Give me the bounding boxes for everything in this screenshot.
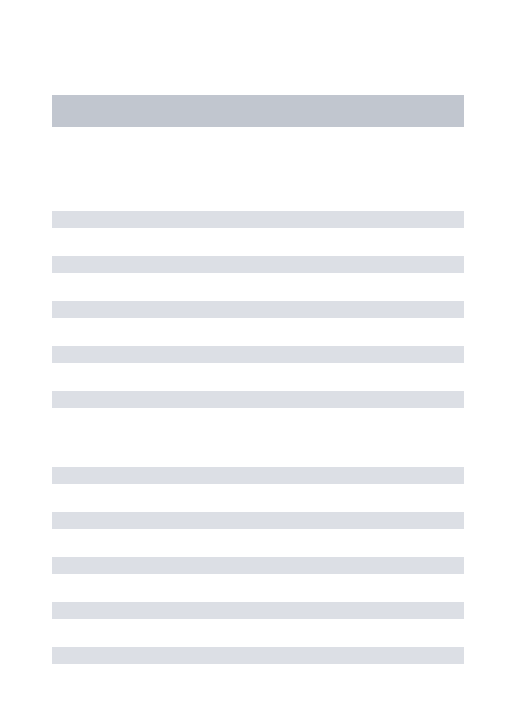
- skeleton-line: [52, 512, 464, 529]
- skeleton-line: [52, 346, 464, 363]
- skeleton-line: [52, 211, 464, 228]
- skeleton-line: [52, 647, 464, 664]
- skeleton-line: [52, 602, 464, 619]
- skeleton-header-bar: [52, 95, 464, 127]
- skeleton-line: [52, 557, 464, 574]
- skeleton-line-group-2: [52, 467, 464, 664]
- skeleton-line: [52, 301, 464, 318]
- skeleton-line-group-1: [52, 211, 464, 408]
- skeleton-line: [52, 467, 464, 484]
- skeleton-line: [52, 391, 464, 408]
- skeleton-line: [52, 256, 464, 273]
- skeleton-container: [52, 0, 464, 664]
